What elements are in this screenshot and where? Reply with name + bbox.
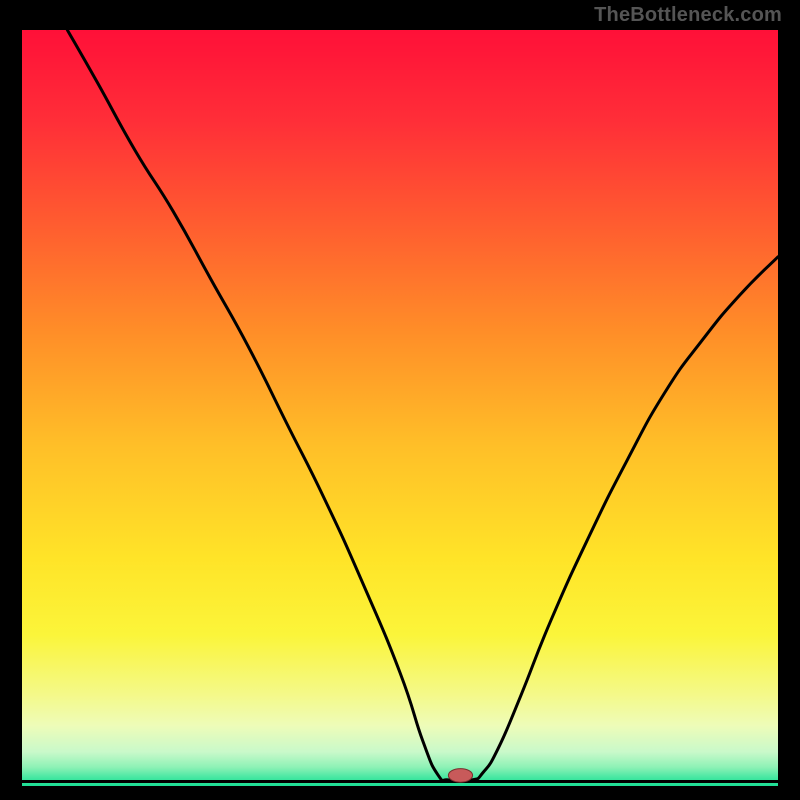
optimal-point-marker <box>448 769 472 783</box>
chart-frame: TheBottleneck.com <box>0 0 800 800</box>
bottleneck-chart <box>22 30 778 786</box>
watermark-text: TheBottleneck.com <box>594 4 782 27</box>
chart-svg <box>22 30 778 786</box>
